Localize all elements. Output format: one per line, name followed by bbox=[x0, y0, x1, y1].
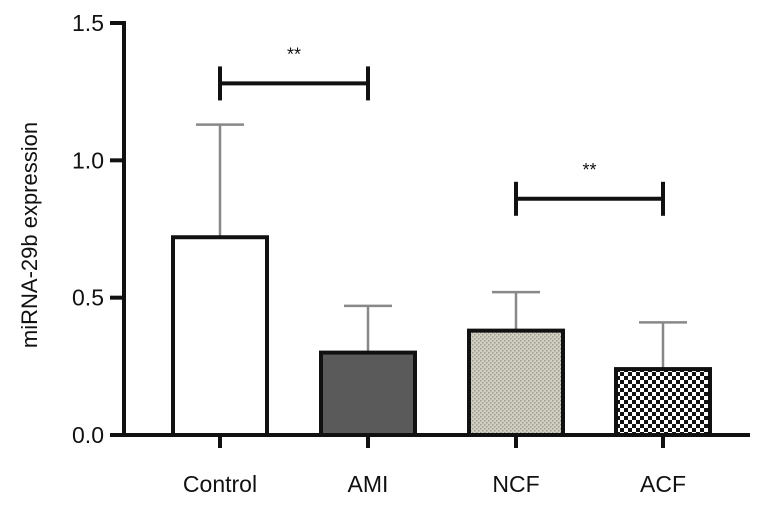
axes bbox=[122, 21, 750, 437]
x-tick-label-acf: ACF bbox=[640, 471, 686, 497]
bar-ami bbox=[319, 350, 417, 438]
y-axis-title: miRNA-29b expression bbox=[17, 122, 42, 348]
bar-acf bbox=[614, 367, 712, 437]
x-tick-label-control: Control bbox=[183, 471, 257, 497]
sig-label: ** bbox=[287, 44, 301, 64]
sig-label: ** bbox=[582, 160, 596, 180]
bar-control bbox=[171, 235, 269, 437]
x-tick-label-ncf: NCF bbox=[492, 471, 539, 497]
bars bbox=[171, 235, 712, 438]
bar-ncf bbox=[467, 328, 565, 438]
y-tick-label: 1.0 bbox=[72, 147, 104, 173]
x-ticks: Control AMI NCF ACF bbox=[183, 435, 686, 497]
significance-brackets: ** ** bbox=[218, 44, 665, 216]
x-tick-label-ami: AMI bbox=[348, 471, 389, 497]
error-bars bbox=[196, 123, 687, 370]
y-tick-label: 0.0 bbox=[72, 422, 104, 448]
y-tick-label: 1.5 bbox=[72, 10, 104, 36]
y-ticks: 0.0 0.5 1.0 1.5 bbox=[72, 10, 124, 448]
y-tick-label: 0.5 bbox=[72, 285, 104, 311]
